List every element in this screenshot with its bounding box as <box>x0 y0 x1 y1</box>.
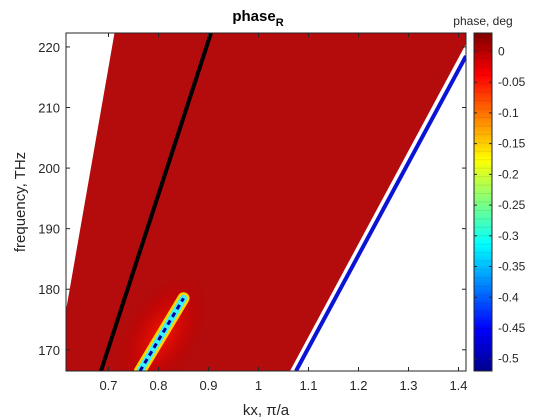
x-tick-label: 0.7 <box>99 378 117 393</box>
colorbar: 0 -0.05 -0.1 -0.15 -0.2 -0.25 -0.3 -0.35 -0.4 -0.… <box>453 14 526 372</box>
y-tick-label: 220 <box>38 40 60 55</box>
colorbar-tick-label: -0.45 <box>498 321 526 335</box>
black-line <box>99 33 213 371</box>
resonance-feature <box>134 292 190 371</box>
y-tick-label: 170 <box>38 343 60 358</box>
x-axis-ticks: 0.7 0.8 0.9 1 1.1 1.2 1.3 1.4 <box>99 33 468 393</box>
y-tick-label: 190 <box>38 222 60 237</box>
colorbar-box <box>473 32 493 372</box>
colorbar-tick-label: -0.05 <box>498 75 526 89</box>
colorbar-tick-label: -0.1 <box>498 106 519 120</box>
colorbar-tick-label: -0.5 <box>498 352 519 366</box>
colorbar-tick-label: -0.15 <box>498 137 526 151</box>
y-tick-label: 210 <box>38 101 60 116</box>
y-axis-ticks: 170 180 190 200 210 220 <box>38 40 466 358</box>
colorbar-tick-label: -0.3 <box>498 229 519 243</box>
x-tick-label: 1.3 <box>399 378 417 393</box>
resonance-mid <box>136 294 187 371</box>
blue-line <box>294 55 466 371</box>
x-tick-label: 1.2 <box>349 378 367 393</box>
chart-title: phaseR <box>232 8 283 29</box>
chart-title-main: phase <box>232 8 275 25</box>
colorbar-tick-label: -0.35 <box>498 260 526 274</box>
colorbar-tick-label: -0.2 <box>498 167 519 181</box>
x-tick-label: 1 <box>255 378 262 393</box>
x-tick-label: 0.8 <box>149 378 167 393</box>
y-tick-label: 200 <box>38 161 60 176</box>
colorbar-label: phase, deg <box>453 14 512 28</box>
y-tick-label: 180 <box>38 282 60 297</box>
colorbar-tick-label: -0.25 <box>498 198 526 212</box>
colorbar-ticks: 0 -0.05 -0.1 -0.15 -0.2 -0.25 -0.3 -0.35 -0.4 -0.… <box>474 44 526 366</box>
colorbar-tick-label: -0.4 <box>498 290 519 304</box>
colorbar-bands <box>474 40 492 364</box>
x-tick-label: 1.4 <box>449 378 467 393</box>
x-tick-label: 1.1 <box>299 378 317 393</box>
chart-title-subscript: R <box>276 17 284 29</box>
x-tick-label: 0.9 <box>199 378 217 393</box>
x-axis-label: kx, π/a <box>243 402 290 419</box>
colorbar-tick-label: 0 <box>498 44 505 58</box>
plot-content <box>66 33 466 371</box>
colorbar-gradient <box>474 33 492 371</box>
axes-box <box>65 32 467 372</box>
y-axis-label: frequency, THz <box>12 152 29 252</box>
